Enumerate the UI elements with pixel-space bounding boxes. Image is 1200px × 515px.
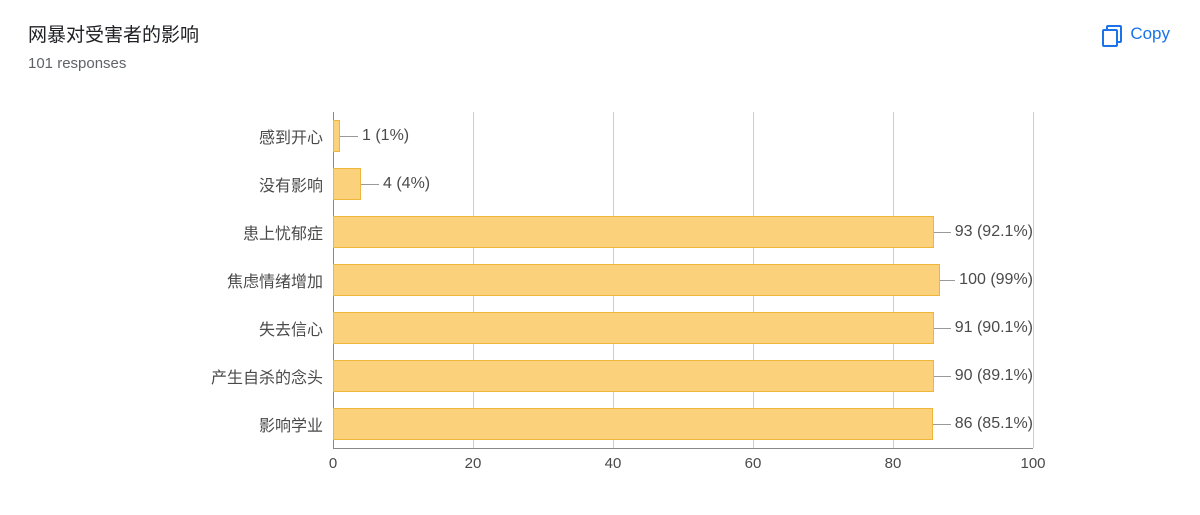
category-label: 没有影响 bbox=[259, 172, 333, 196]
bar-wrap: 失去信心91 (90.1%) bbox=[333, 312, 1033, 344]
copy-button[interactable]: Copy bbox=[1100, 20, 1172, 48]
leader-line bbox=[934, 328, 951, 329]
chart-row: 感到开心1 (1%) bbox=[333, 112, 1033, 160]
chart-row: 影响学业86 (85.1%) bbox=[333, 400, 1033, 448]
x-axis-tick: 0 bbox=[329, 455, 337, 472]
leader-line bbox=[934, 376, 951, 377]
x-axis-tick: 100 bbox=[1020, 455, 1045, 472]
chart-row: 患上忧郁症93 (92.1%) bbox=[333, 208, 1033, 256]
bar bbox=[333, 168, 361, 200]
category-label: 焦虑情绪增加 bbox=[227, 268, 333, 292]
category-label: 感到开心 bbox=[259, 124, 333, 148]
leader-line bbox=[940, 280, 956, 281]
x-axis: 020406080100 bbox=[333, 448, 1033, 478]
chart-header: 网暴对受害者的影响 101 responses Copy bbox=[28, 20, 1172, 72]
bar bbox=[333, 360, 934, 392]
title-block: 网暴对受害者的影响 101 responses bbox=[28, 20, 199, 72]
bar-wrap: 患上忧郁症93 (92.1%) bbox=[333, 216, 1033, 248]
chart-area: 感到开心1 (1%)没有影响4 (4%)患上忧郁症93 (92.1%)焦虑情绪增… bbox=[28, 112, 1172, 478]
chart-row: 失去信心91 (90.1%) bbox=[333, 304, 1033, 352]
x-axis-tick: 20 bbox=[465, 455, 482, 472]
x-axis-tick: 60 bbox=[745, 455, 762, 472]
gridline bbox=[1033, 112, 1034, 448]
leader-line bbox=[933, 424, 951, 425]
chart-row: 没有影响4 (4%) bbox=[333, 160, 1033, 208]
bar-wrap: 焦虑情绪增加100 (99%) bbox=[333, 264, 1033, 296]
chart-bars: 感到开心1 (1%) 没有影响4 (4%) 患上忧郁症93 (92.1%) 焦虑情绪增… bbox=[333, 112, 1033, 448]
chart-row: 产生自杀的念头90 (89.1%) bbox=[333, 352, 1033, 400]
x-axis-tick: 80 bbox=[885, 455, 902, 472]
category-label: 失去信心 bbox=[259, 316, 333, 340]
category-label: 影响学业 bbox=[259, 412, 333, 436]
value-label: 4 (4%) bbox=[383, 175, 430, 193]
bar-wrap: 影响学业86 (85.1%) bbox=[333, 408, 1033, 440]
copy-icon bbox=[1102, 25, 1120, 43]
copy-button-label: Copy bbox=[1130, 24, 1170, 44]
value-label: 91 (90.1%) bbox=[955, 319, 1033, 337]
value-label: 93 (92.1%) bbox=[955, 223, 1033, 241]
value-label: 86 (85.1%) bbox=[955, 415, 1033, 433]
bar-wrap: 感到开心1 (1%) bbox=[333, 120, 1033, 152]
bar bbox=[333, 264, 940, 296]
leader-line bbox=[934, 232, 951, 233]
leader-line bbox=[340, 136, 358, 137]
category-label: 产生自杀的念头 bbox=[211, 364, 333, 388]
value-label: 90 (89.1%) bbox=[955, 367, 1033, 385]
bar bbox=[333, 408, 933, 440]
bar bbox=[333, 216, 934, 248]
bar-wrap: 没有影响4 (4%) bbox=[333, 168, 1033, 200]
x-axis-tick: 40 bbox=[605, 455, 622, 472]
value-label: 100 (99%) bbox=[959, 271, 1033, 289]
chart-title: 网暴对受害者的影响 bbox=[28, 20, 199, 47]
bar bbox=[333, 312, 934, 344]
bar-wrap: 产生自杀的念头90 (89.1%) bbox=[333, 360, 1033, 392]
value-label: 1 (1%) bbox=[362, 127, 409, 145]
leader-line bbox=[361, 184, 379, 185]
chart-subtitle: 101 responses bbox=[28, 55, 199, 72]
chart-plot: 感到开心1 (1%) 没有影响4 (4%) 患上忧郁症93 (92.1%) 焦虑情绪增… bbox=[333, 112, 1033, 448]
bar bbox=[333, 120, 340, 152]
category-label: 患上忧郁症 bbox=[243, 220, 333, 244]
chart-row: 焦虑情绪增加100 (99%) bbox=[333, 256, 1033, 304]
